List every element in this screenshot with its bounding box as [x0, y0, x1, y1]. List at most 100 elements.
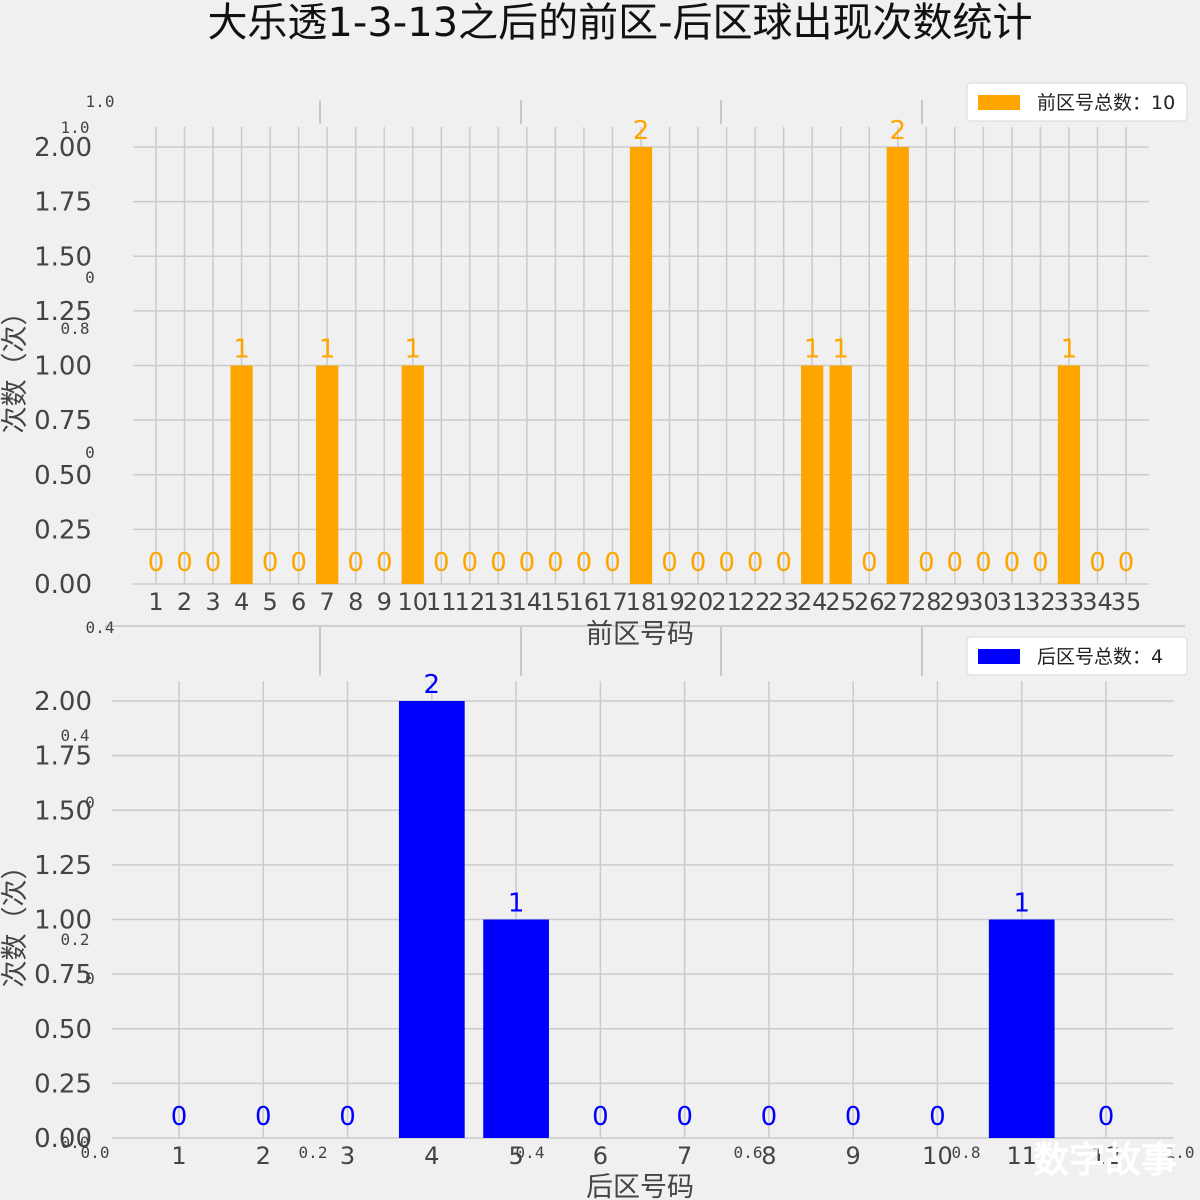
x-tick-label: 3: [340, 1142, 355, 1170]
bar-value-label: 0: [376, 548, 393, 578]
y-tick-label: 2.00: [34, 687, 92, 717]
bar-value-label: 1: [832, 335, 849, 365]
x-tick-label: 33: [1054, 588, 1085, 616]
x-tick-label: 4: [234, 588, 249, 616]
y-tick-label: 1.00: [34, 906, 92, 936]
bar-value-label: 1: [319, 335, 336, 365]
y-tick-label: 2.00: [34, 133, 92, 163]
bar: [230, 365, 253, 584]
bar-value-label: 0: [661, 548, 678, 578]
x-tick-label: 5: [262, 588, 277, 616]
background-axes: 1.0 1.0 0 0.8 0 0.4 0.4 0 0.2 0 0.00.0 0.2 0.4 0.6 0.8…: [61, 92, 1195, 1162]
bar-value-label: 0: [519, 548, 536, 578]
bg-y-tick-label: 1.0: [61, 118, 90, 137]
legend-box: [966, 636, 1188, 676]
bar: [886, 147, 909, 584]
bg-x-tick-label: 0.4: [516, 1143, 545, 1162]
bar-value-label: 0: [604, 548, 621, 578]
bar-value-label: 1: [233, 335, 250, 365]
legend-label: 前区号总数：10: [1037, 92, 1175, 114]
bg-y-tick-label: 1.0: [86, 92, 115, 111]
x-tick-label: 35: [1111, 588, 1142, 616]
bar-value-label: 0: [592, 1102, 609, 1132]
bg-y-tick-label: 0.2: [61, 930, 90, 949]
y-tick-label: 1.75: [34, 742, 92, 772]
x-tick-label: 24: [797, 588, 828, 616]
y-tick-label: 0.25: [34, 1069, 92, 1099]
bar-value-label: 2: [424, 670, 441, 700]
bar-value-label: 0: [676, 1102, 693, 1132]
x-tick-label: 32: [1025, 588, 1056, 616]
bar-value-label: 0: [255, 1102, 272, 1132]
bar-value-label: 0: [462, 548, 479, 578]
x-tick-label: 2: [177, 588, 192, 616]
bar-value-label: 0: [975, 548, 992, 578]
bar-value-label: 0: [576, 548, 593, 578]
x-tick-label: 22: [740, 588, 771, 616]
bar-value-label: 0: [547, 548, 564, 578]
x-tick-label: 8: [348, 588, 363, 616]
x-tick-label: 11: [426, 588, 457, 616]
x-tick-label: 9: [377, 588, 392, 616]
y-axis-label: 次数（次）: [0, 299, 31, 434]
bar-value-label: 0: [176, 548, 193, 578]
bar: [629, 147, 653, 584]
bar-value-label: 2: [889, 116, 906, 146]
watermark: 数字故事: [1033, 1140, 1177, 1181]
x-tick-label: 10: [397, 588, 428, 616]
y-tick-label: 0.50: [34, 1015, 92, 1045]
legend-swatch: [978, 95, 1020, 110]
bar: [801, 365, 824, 584]
bar-value-label: 0: [205, 548, 222, 578]
bar-value-label: 0: [262, 548, 279, 578]
legend-label: 后区号总数：4: [1037, 646, 1163, 668]
bar: [988, 919, 1055, 1138]
x-tick-label: 4: [424, 1142, 439, 1170]
y-tick-label: 0.00: [34, 570, 92, 600]
x-tick-label: 13: [483, 588, 514, 616]
bar-value-label: 0: [1032, 548, 1049, 578]
bar-value-label: 1: [508, 889, 525, 919]
x-tick-label: 6: [291, 588, 306, 616]
x-tick-label: 6: [593, 1142, 608, 1170]
bar-value-label: 1: [404, 335, 421, 365]
bar-value-label: 0: [490, 548, 507, 578]
bar-value-label: 0: [775, 548, 792, 578]
y-tick-label: 1.75: [34, 188, 92, 218]
x-tick-label: 23: [768, 588, 799, 616]
bg-x-tick-label: 0.2: [299, 1143, 328, 1162]
bg-y-tick-label: 0: [85, 793, 95, 812]
bar: [483, 919, 549, 1138]
bar-value-label: 0: [947, 548, 964, 578]
bar-value-label: 0: [761, 1102, 778, 1132]
legend: 后区号总数：4: [966, 636, 1188, 676]
bar-value-label: 0: [1118, 548, 1135, 578]
bg-y-tick-label: 0: [85, 969, 95, 988]
y-tick-label: 0.25: [34, 515, 92, 545]
y-axis-label: 次数（次）: [0, 853, 31, 988]
bar-value-label: 0: [718, 548, 735, 578]
x-tick-label: 17: [597, 588, 628, 616]
bar: [829, 365, 852, 584]
y-tick-label: 1.50: [34, 796, 92, 826]
bar-value-label: 0: [171, 1102, 188, 1132]
y-tick-label: 0.00: [34, 1124, 92, 1154]
bg-y-tick-label: 0.8: [61, 319, 90, 338]
x-tick-label: 29: [940, 588, 971, 616]
bar-value-label: 0: [347, 548, 364, 578]
x-tick-label: 1: [148, 588, 163, 616]
y-tick-label: 1.50: [34, 242, 92, 272]
x-axis-label: 后区号码: [586, 1172, 694, 1200]
x-tick-label: 27: [882, 588, 913, 616]
bar-value-label: 0: [747, 548, 764, 578]
x-tick-label: 12: [455, 588, 486, 616]
x-tick-label: 20: [683, 588, 714, 616]
x-tick-label: 3: [205, 588, 220, 616]
front-zone-chart: 0.000.250.500.751.001.251.501.752.000102…: [0, 82, 1188, 650]
bar: [401, 365, 424, 584]
x-tick-label: 18: [626, 588, 657, 616]
x-tick-label: 14: [512, 588, 543, 616]
x-tick-label: 15: [540, 588, 571, 616]
bg-y-tick-label: 0.0: [61, 1133, 90, 1152]
